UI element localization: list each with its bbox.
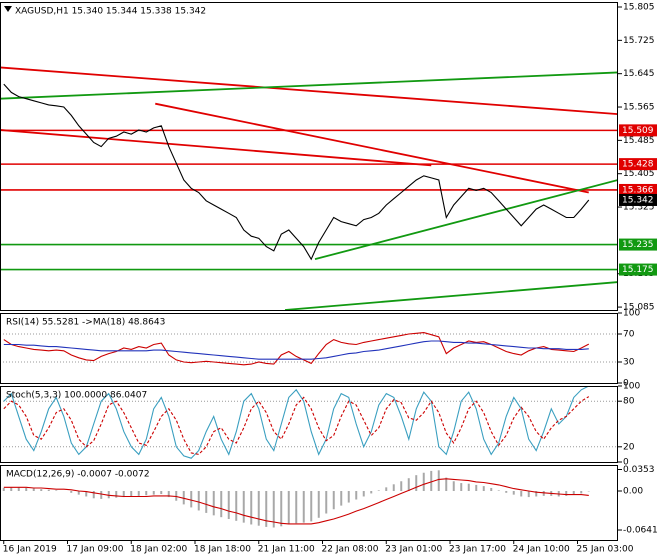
level-label-bg [619,158,657,171]
current-price-label: 15.342 [622,195,654,205]
level-label: 15.235 [622,240,654,250]
panel [0,332,618,366]
series-line [3,386,590,459]
y-tick-label: 30 [623,358,635,368]
trendline [0,129,432,167]
trendline [0,66,618,116]
panel-frame [0,2,618,311]
x-tick-label: 23 Jan 01:00 [385,545,442,555]
current-price-bg [619,193,657,206]
series-line [3,396,590,455]
panel-frame [0,313,618,384]
y-tick-label: 100 [623,382,640,392]
y-tick-label: 15.805 [623,3,655,13]
y-tick-label: 15.645 [623,69,655,79]
y-tick-label: 0 [623,458,629,468]
y-tick-label: -0.0641 [623,526,658,536]
y-tick-label: 100 [623,309,640,319]
trendline [155,102,589,194]
x-tick-label: 24 Jan 10:00 [513,545,570,555]
level-label-bg [619,124,657,137]
level-label-bg [619,183,657,196]
y-tick-label: 15.325 [623,203,655,213]
level-label: 15.175 [622,265,654,275]
x-tick-label: 21 Jan 11:00 [258,545,315,555]
series-line [3,83,590,261]
x-tick-label: 22 Jan 08:00 [322,545,379,555]
panel [0,386,618,459]
series-line [3,340,589,360]
panel [0,66,618,310]
panel-title: Stoch(5,3,3) 100.0000 86.0407 [6,391,147,401]
y-tick-label: 0.0353 [623,465,655,475]
x-tick-label: 16 Jan 2019 [3,545,57,555]
level-label: 15.366 [622,185,654,195]
trendline [314,179,618,261]
panel-frame [0,386,618,463]
panel-frame [0,465,618,541]
trendline [0,71,618,100]
x-tick-label: 25 Jan 03:00 [577,545,634,555]
x-tick-label: 17 Jan 09:00 [67,545,124,555]
level-label-bg [619,263,657,276]
series-line [3,478,589,525]
y-tick-label: 15.485 [623,136,655,146]
x-tick-label: 18 Jan 18:00 [194,545,251,555]
level-label-bg [619,238,657,251]
trendline [284,281,618,310]
y-tick-label: 15.405 [623,169,655,179]
y-tick-label: 15.725 [623,36,655,46]
level-label: 15.428 [622,160,654,170]
panel [2,470,590,528]
y-tick-label: 15.565 [623,103,655,113]
y-tick-label: 80 [623,397,635,407]
x-tick-label: 23 Jan 17:00 [449,545,506,555]
y-tick-label: 70 [623,330,635,340]
menu-icon[interactable] [4,6,12,12]
panel-title: RSI(14) 55.5281 ->MA(18) 48.8643 [6,318,165,328]
y-tick-label: 15.085 [623,303,655,313]
panel-title: MACD(12,26,9) -0.0007 -0.0072 [6,470,150,480]
y-tick-label: 20 [623,442,635,452]
level-label: 15.509 [622,126,654,136]
panel-title: XAGUSD,H1 15.340 15.344 15.338 15.342 [15,7,206,17]
y-tick-label: 0.00 [623,486,643,496]
x-tick-label: 18 Jan 02:00 [130,545,187,555]
y-tick-label: 0 [623,379,629,389]
